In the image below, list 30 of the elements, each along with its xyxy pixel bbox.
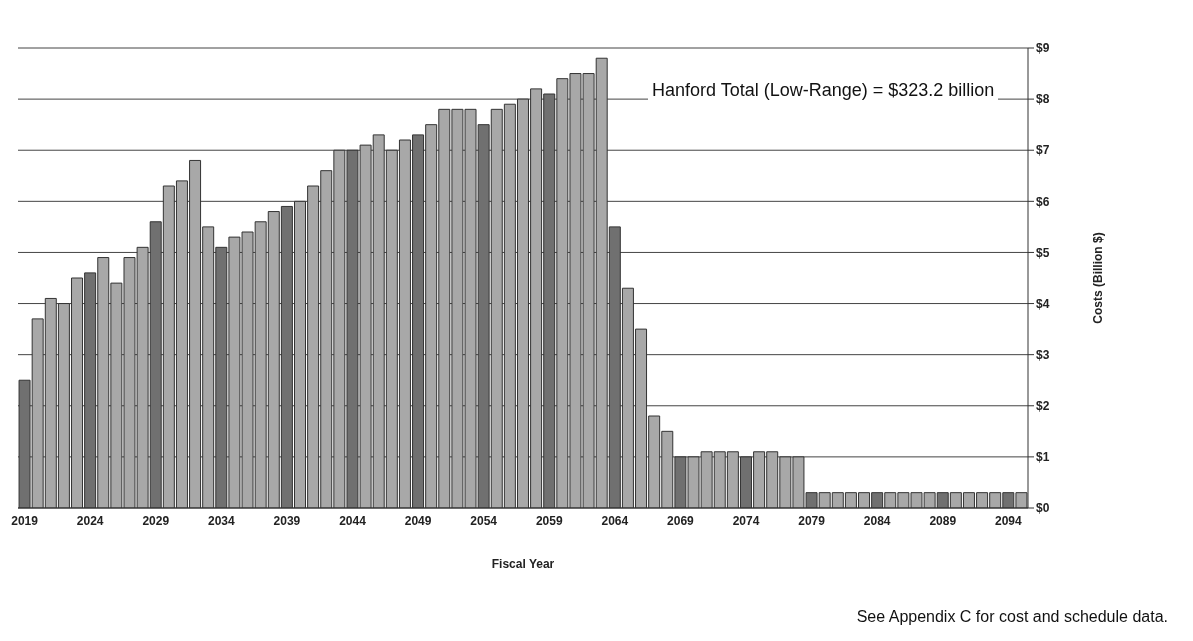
y-axis-title: Costs (Billion $)	[1091, 232, 1106, 324]
x-tick-label: 2019	[11, 513, 39, 528]
annotation: Hanford Total (Low-Range) = $323.2 billion	[648, 80, 999, 101]
y-tick-label: $6	[1036, 194, 1050, 209]
x-tick-label: 2089	[929, 513, 957, 528]
x-tick-label: 2034	[207, 513, 235, 528]
y-tick-label: $8	[1036, 92, 1050, 107]
x-tick-label: 2079	[798, 513, 826, 528]
y-tick-label: $0	[1036, 501, 1050, 516]
y-tick-label: $5	[1036, 245, 1050, 260]
x-tick-label: 2044	[339, 513, 367, 528]
y-tick-label: $4	[1036, 296, 1050, 311]
x-axis-title: Fiscal Year	[491, 557, 555, 571]
x-tick-label: 2069	[667, 513, 695, 528]
x-tick-label: 2049	[404, 513, 432, 528]
x-tick-label: 2094	[994, 513, 1022, 528]
x-tick-label: 2074	[732, 513, 760, 528]
y-tick-label: $1	[1036, 450, 1050, 465]
y-tick-label: $2	[1036, 399, 1050, 414]
x-tick-label: 2024	[76, 513, 104, 528]
text: See Appendix C for cost and schedule data.	[856, 608, 1168, 626]
x-tick-label: 2029	[142, 513, 170, 528]
y-tick-label: $9	[1036, 41, 1050, 56]
x-tick-label: 2084	[863, 513, 891, 528]
x-tick-label: 2059	[535, 513, 563, 528]
y-tick-label: $7	[1036, 143, 1050, 158]
y-tick-label: $3	[1036, 347, 1050, 362]
x-tick-label: 2054	[470, 513, 498, 528]
x-tick-label: 2039	[273, 513, 301, 528]
x-tick-label: 2064	[601, 513, 629, 528]
